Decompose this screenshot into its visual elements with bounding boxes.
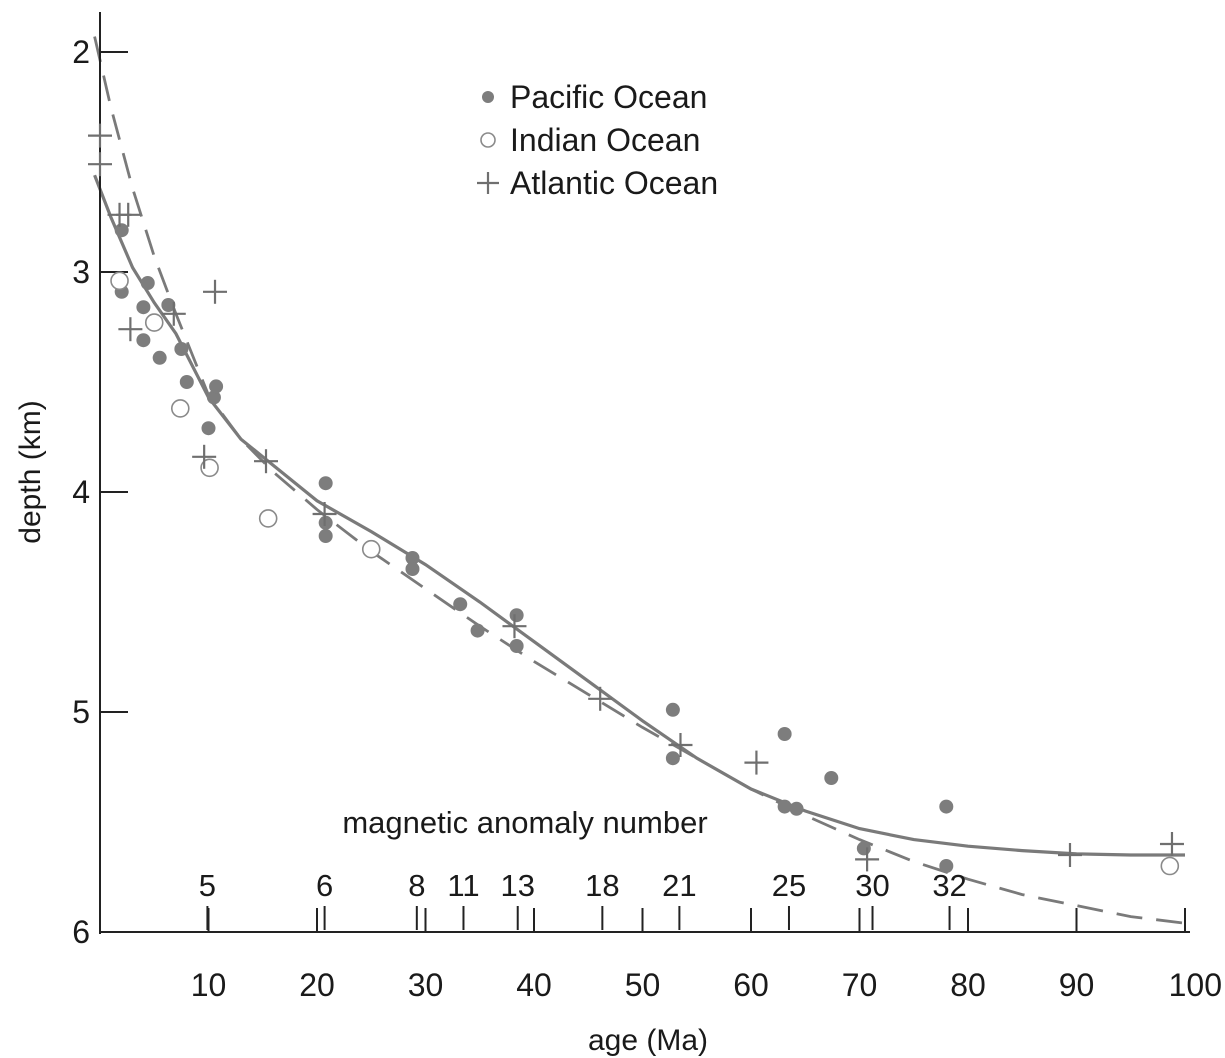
pacific-point: [856, 841, 871, 856]
indian-point: [144, 313, 164, 332]
x-axis-ticks: 10 20 30 40 50 60 70 80 90 100: [191, 908, 1222, 1003]
legend: Pacific Ocean Indian Ocean Atlantic Ocean: [477, 79, 718, 201]
data-points: [88, 123, 1184, 876]
pacific-point: [206, 390, 221, 405]
pacific-point: [777, 799, 792, 814]
y-tick-label: 2: [72, 34, 90, 70]
anomaly-label: 5: [199, 868, 216, 903]
pacific-point: [509, 639, 524, 653]
x-axis-label: age (Ma): [588, 1024, 708, 1057]
atlantic-point: [88, 123, 112, 148]
indian-point: [200, 458, 219, 478]
pacific-point: [470, 623, 485, 638]
pacific-point: [161, 298, 176, 312]
atlantic-point: [1159, 832, 1184, 856]
pacific-point: [405, 551, 420, 565]
pacific-point: [114, 223, 129, 238]
y-tick-label: 6: [72, 914, 90, 950]
x-tick-label: 100: [1169, 967, 1222, 1003]
anomaly-label: 18: [585, 868, 619, 903]
atlantic-point: [1057, 843, 1082, 867]
pacific-point: [209, 379, 224, 394]
atlantic-point: [744, 750, 769, 775]
x-tick-label: 10: [191, 967, 227, 1003]
atlantic-point: [203, 279, 228, 304]
pacific-point: [318, 476, 333, 491]
y-axis-label: depth (km): [14, 400, 47, 543]
x-tick-label: 20: [299, 967, 335, 1003]
pacific-point: [453, 597, 468, 612]
pacific-point: [665, 751, 680, 766]
pacific-point: [939, 799, 954, 814]
y-tick-label: 5: [72, 694, 90, 730]
x-tick-label: 90: [1059, 967, 1095, 1003]
atlantic-point: [254, 449, 279, 474]
x-tick-label: 80: [950, 967, 986, 1003]
legend-label: Pacific Ocean: [510, 79, 707, 115]
pacific-point: [405, 562, 420, 576]
anomaly-label: 21: [662, 868, 696, 903]
atlantic-point: [161, 301, 186, 326]
anomaly-label: 30: [855, 868, 889, 903]
indian-point: [1160, 856, 1180, 876]
anomaly-label: 25: [772, 868, 806, 903]
pacific-point: [179, 375, 194, 389]
x-tick-label: 40: [516, 967, 552, 1003]
legend-marker-open-circle: [480, 132, 496, 148]
x-tick-label: 50: [625, 967, 661, 1003]
indian-point: [258, 509, 278, 528]
pacific-point: [174, 342, 189, 356]
x-tick-label: 70: [842, 967, 878, 1003]
atlantic-point: [855, 847, 880, 872]
solid-fit-curve: [93, 174, 1185, 857]
pacific-point: [152, 350, 167, 365]
atlantic-point: [588, 686, 613, 711]
anomaly-label: 6: [316, 868, 333, 903]
atlantic-point: [88, 152, 112, 177]
legend-marker-plus: [477, 172, 499, 194]
x-tick-label: 30: [408, 967, 444, 1003]
legend-label: Indian Ocean: [510, 122, 700, 158]
legend-label: Atlantic Ocean: [510, 165, 718, 201]
indian-point: [361, 539, 381, 559]
anomaly-label: 11: [447, 868, 479, 903]
pacific-point: [136, 300, 151, 315]
pacific-point: [665, 702, 680, 717]
atlantic-point: [118, 317, 143, 342]
anomaly-label: 13: [500, 868, 534, 903]
anomaly-ticks: 5 6 8 11 13 18 21 25 30 32: [199, 868, 967, 930]
pacific-point: [136, 333, 151, 348]
atlantic-point: [192, 444, 217, 469]
pacific-point: [318, 529, 333, 543]
pacific-point: [824, 771, 839, 785]
atlantic-point: [668, 733, 693, 757]
pacific-point: [140, 276, 155, 290]
anomaly-axis-label: magnetic anomaly number: [342, 805, 707, 840]
pacific-point: [939, 859, 954, 873]
pacific-point: [789, 801, 804, 816]
pacific-point: [201, 421, 216, 436]
indian-point: [170, 399, 190, 418]
y-axis-ticks: 2 3 4 5 6: [72, 34, 128, 950]
pacific-point: [509, 608, 524, 623]
atlantic-point: [502, 614, 527, 639]
pacific-point: [777, 727, 792, 741]
y-tick-label: 3: [72, 254, 90, 290]
anomaly-label: 8: [408, 868, 425, 903]
y-tick-label: 4: [72, 474, 90, 510]
legend-marker-filled-circle: [482, 91, 494, 103]
indian-point: [110, 271, 129, 291]
atlantic-point: [116, 202, 141, 227]
atlantic-point: [312, 502, 337, 526]
anomaly-label: 32: [932, 868, 966, 903]
x-tick-label: 60: [733, 967, 769, 1003]
